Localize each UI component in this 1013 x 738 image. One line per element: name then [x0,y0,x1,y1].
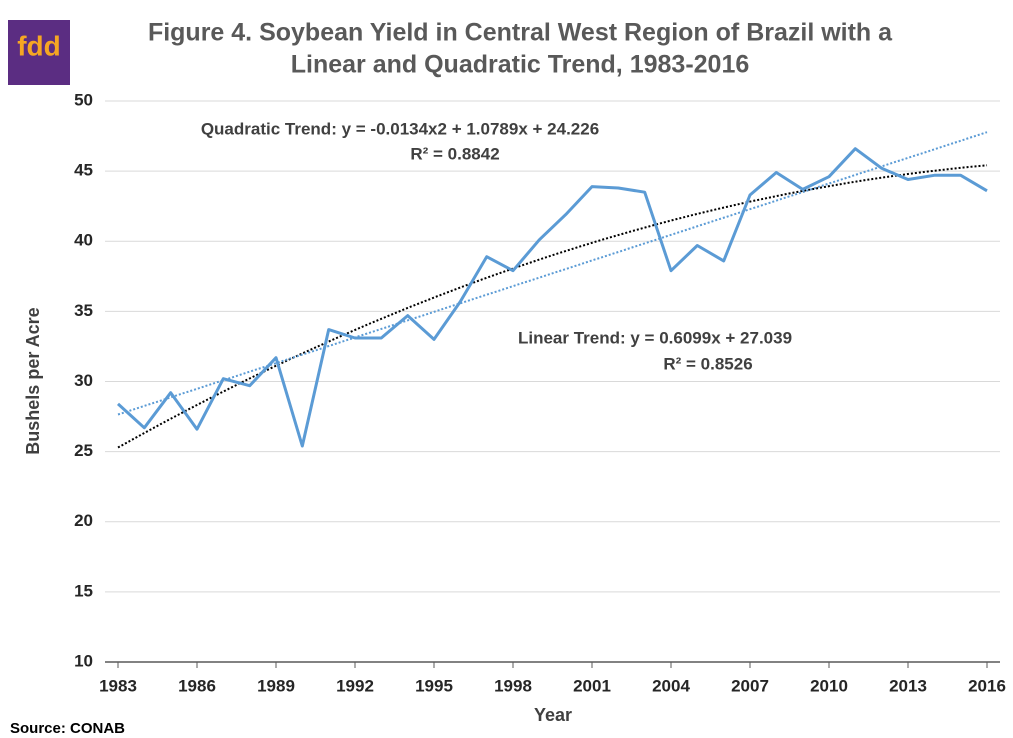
x-tick-label: 1989 [257,676,295,695]
x-tick-label: 1995 [415,676,453,695]
x-tick-label: 2016 [968,676,1006,695]
x-tick-label: 1992 [336,676,374,695]
y-axis-label: Bushels per Acre [23,307,43,454]
y-tick-label: 25 [74,441,93,460]
y-tick-label: 30 [74,371,93,390]
trend-line [117,131,988,416]
y-tick-label: 10 [74,651,93,670]
source: Source: CONAB [10,720,125,737]
x-tick-label: 1983 [99,676,137,695]
x-tick-label: 2007 [731,676,769,695]
x-axis-label: Year [534,705,572,725]
x-tick-label: 2010 [810,676,848,695]
y-tick-label: 50 [74,90,93,109]
logo: fdd [17,30,61,61]
data-line [116,147,988,448]
annotation: Linear Trend: y = 0.6099x + 27.039 [518,328,792,347]
logo-box [8,20,70,85]
chart-title: Linear and Quadratic Trend, 1983-2016 [291,51,750,79]
chart-title: Figure 4. Soybean Yield in Central West … [148,19,893,47]
x-tick-label: 2013 [889,676,927,695]
x-tick-label: 1998 [494,676,532,695]
x-tick-label: 1986 [178,676,216,695]
annotation: R² = 0.8526 [663,354,752,373]
y-tick-label: 20 [74,511,93,530]
annotation: Quadratic Trend: y = -0.0134x2 + 1.0789x… [201,119,599,138]
y-tick-label: 45 [74,161,93,180]
y-tick-label: 35 [74,301,93,320]
y-tick-label: 40 [74,231,93,250]
x-tick-label: 2001 [573,676,611,695]
y-tick-label: 15 [74,581,93,600]
annotation: R² = 0.8842 [410,144,499,163]
x-tick-label: 2004 [652,676,690,695]
